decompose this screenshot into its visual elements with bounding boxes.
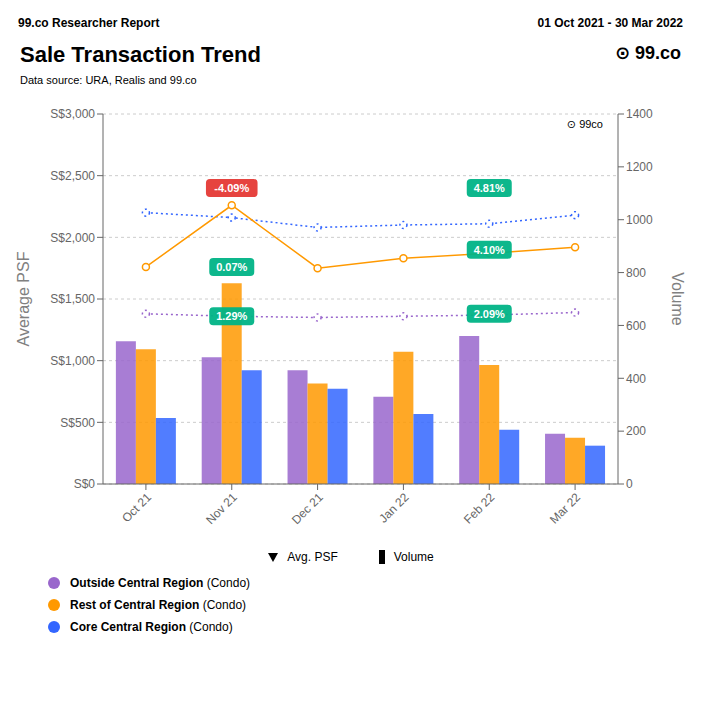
svg-text:Volume: Volume: [669, 272, 686, 325]
svg-text:S$1,500: S$1,500: [50, 292, 95, 306]
svg-text:Nov 21: Nov 21: [203, 490, 240, 527]
svg-text:1400: 1400: [626, 107, 653, 121]
html-text:Data source: URA, Realis and 9: Data source: URA, Realis and 99.co: [20, 74, 197, 86]
html-text:01 Oct 2021 - 30 Mar 2022: 01 Oct 2021 - 30 Mar 2022: [537, 16, 683, 30]
svg-text:S$3,000: S$3,000: [50, 107, 95, 121]
svg-text:S$2,500: S$2,500: [50, 169, 95, 183]
svg-text:2.09%: 2.09%: [474, 308, 505, 320]
html-text:Rest of Central Region (Condo): Rest of Central Region (Condo): [70, 598, 246, 612]
html-text:99.co Researcher Report: 99.co Researcher Report: [18, 16, 160, 30]
svg-text:4.81%: 4.81%: [474, 182, 505, 194]
svg-text:4.10%: 4.10%: [474, 244, 505, 256]
svg-text:400: 400: [626, 372, 646, 386]
html-text:Outside Central Region (Condo): Outside Central Region (Condo): [70, 576, 250, 590]
html-text:⊙ 99.co: ⊙ 99.co: [614, 43, 681, 63]
svg-text:800: 800: [626, 266, 646, 280]
svg-text:0.07%: 0.07%: [216, 261, 247, 273]
svg-text:-4.09%: -4.09%: [214, 182, 249, 194]
html-text:Sale Transaction Trend: Sale Transaction Trend: [20, 42, 261, 67]
svg-text:Mar 22: Mar 22: [547, 490, 584, 527]
html-text:Avg. PSF: Avg. PSF: [287, 550, 338, 564]
svg-text:0: 0: [626, 477, 633, 491]
svg-text:Jan 22: Jan 22: [376, 490, 412, 526]
svg-text:S$1,000: S$1,000: [50, 354, 95, 368]
svg-text:200: 200: [626, 424, 646, 438]
svg-text:S$2,000: S$2,000: [50, 231, 95, 245]
svg-text:Average PSF: Average PSF: [15, 251, 32, 346]
svg-text:S$0: S$0: [74, 477, 96, 491]
svg-text:Oct 21: Oct 21: [119, 490, 154, 525]
svg-text:1000: 1000: [626, 213, 653, 227]
html-text:⊙ 99co: ⊙ 99co: [566, 118, 603, 130]
svg-text:S$500: S$500: [60, 416, 95, 430]
svg-text:Dec 21: Dec 21: [289, 490, 326, 527]
html-text:Volume: Volume: [393, 550, 434, 564]
svg-text:Feb 22: Feb 22: [461, 490, 498, 527]
svg-text:600: 600: [626, 319, 646, 333]
html-text:Core Central Region (Condo): Core Central Region (Condo): [70, 620, 233, 634]
svg-text:1.29%: 1.29%: [216, 310, 247, 322]
svg-text:1200: 1200: [626, 160, 653, 174]
